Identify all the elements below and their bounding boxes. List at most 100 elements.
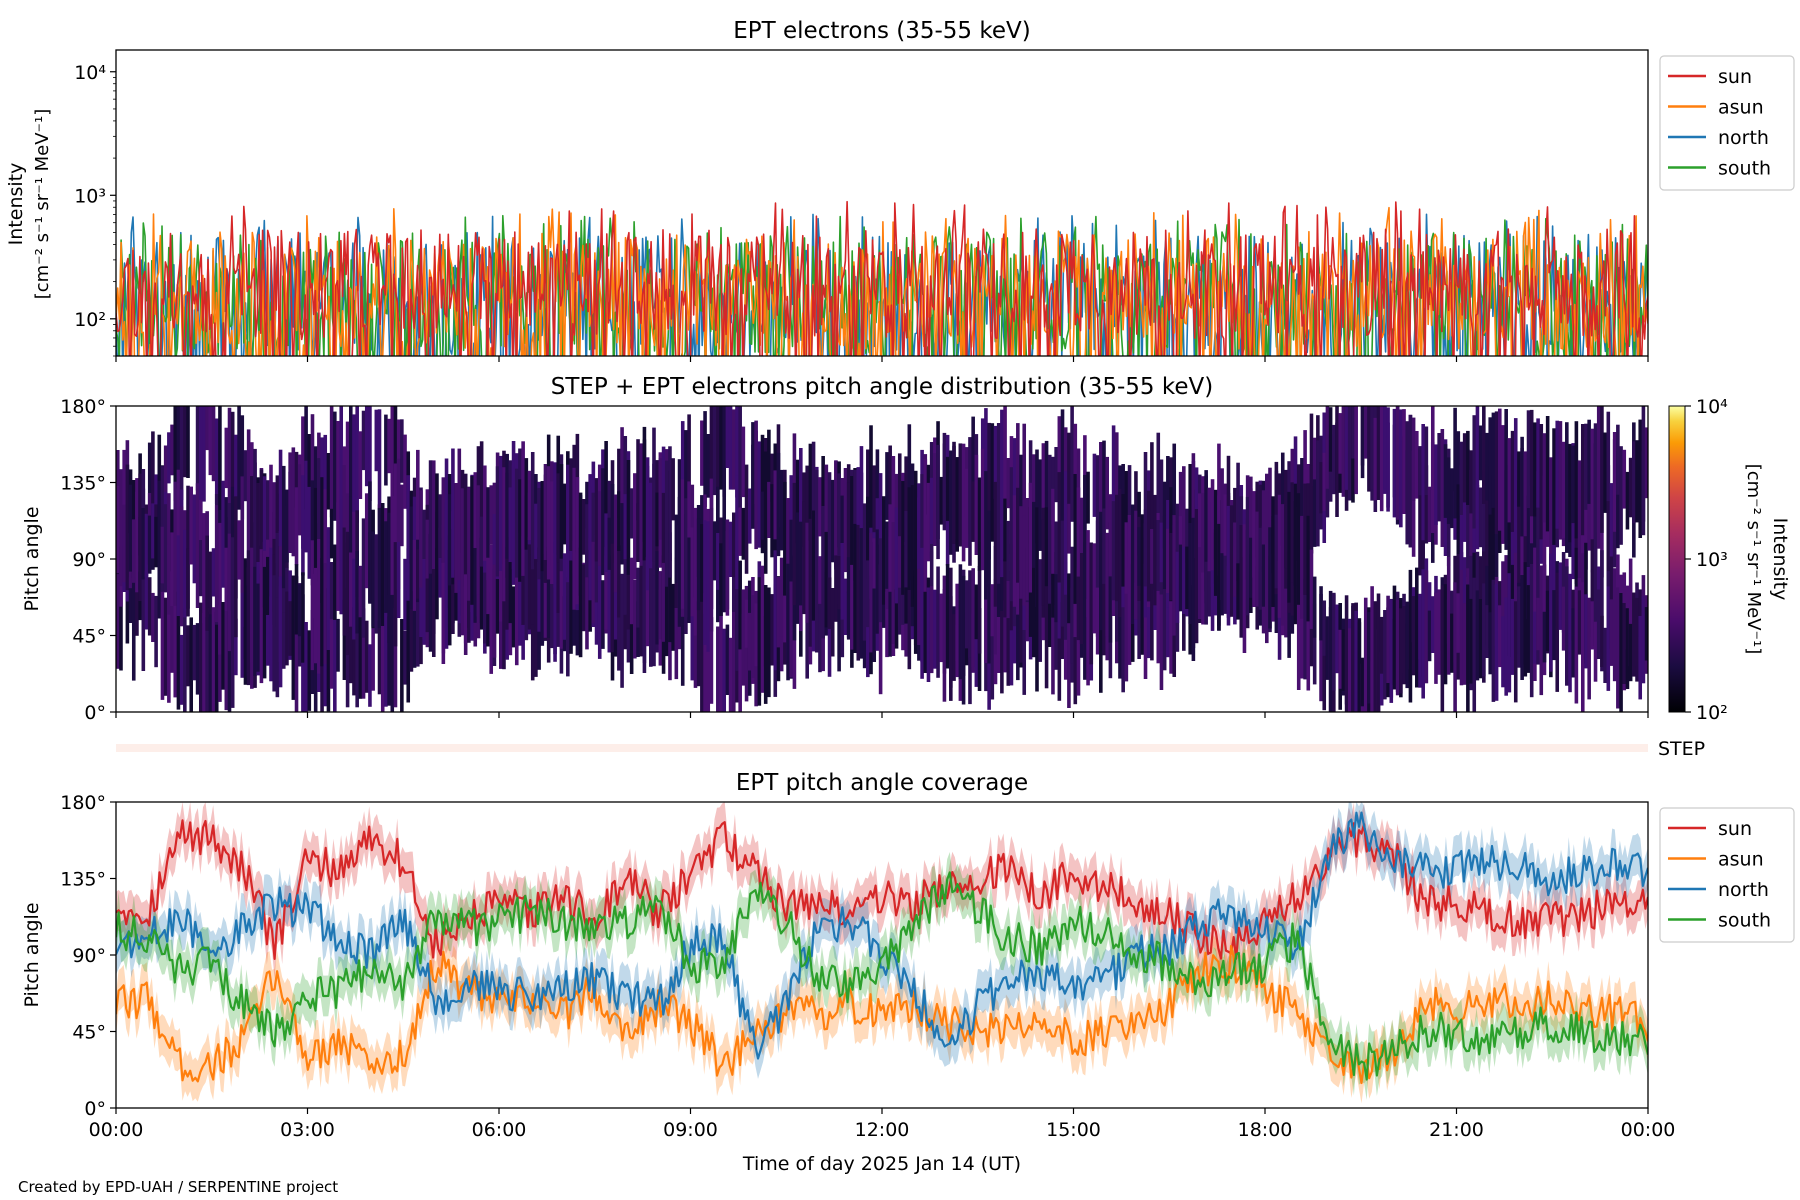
panel1-legend: sun asun north south [1659, 55, 1795, 191]
pad-cell [1386, 595, 1390, 683]
pad-cell [680, 571, 685, 686]
pad-cell [1169, 533, 1173, 601]
pad-cell [1319, 462, 1323, 514]
pad-cell [256, 583, 261, 672]
pad-cell [1073, 474, 1078, 604]
pad-cell [1271, 516, 1275, 607]
x-tick-label: 03:00 [280, 1119, 335, 1141]
pad-cell [128, 484, 133, 572]
pad-cell [642, 439, 647, 561]
pad-cell [888, 445, 892, 527]
pad-cell [214, 505, 219, 623]
pad-cell [1293, 483, 1298, 586]
pad-cell [1561, 586, 1566, 651]
pad-cell [1159, 522, 1164, 583]
pad-cell [859, 472, 864, 569]
pad-cell [157, 434, 162, 521]
pad-cell [597, 541, 602, 659]
pad-cell [224, 497, 229, 575]
pad-cell [910, 485, 915, 607]
pad-cell [537, 562, 541, 632]
pad-cell [773, 550, 778, 671]
y-tick-label: 10² [74, 309, 106, 331]
pad-cell [438, 527, 442, 598]
pad-cell [754, 420, 758, 550]
pad-cell [993, 425, 998, 499]
pad-cell [1453, 582, 1457, 712]
pad-cell [1494, 411, 1499, 535]
pad-cell [968, 579, 972, 658]
pad-cell [1402, 409, 1406, 514]
pad-cell [1539, 424, 1544, 540]
pad-cell [977, 565, 982, 654]
pad-cell [1488, 612, 1493, 675]
pad-cell [1332, 592, 1336, 691]
pad-cell [687, 414, 691, 528]
pad-cell [1453, 407, 1457, 519]
pad-cell [725, 624, 730, 695]
pad-cell [977, 477, 982, 571]
pad-cell [719, 406, 723, 490]
pad-cell [1000, 560, 1004, 611]
pad-cell [1249, 488, 1253, 552]
pad-cell [805, 522, 809, 623]
pad-cell [364, 620, 369, 693]
pad-cell [578, 547, 583, 658]
pad-cell [744, 464, 749, 574]
pad-cell [1083, 589, 1087, 680]
pad-cell [1574, 421, 1579, 539]
pad-cell [1207, 487, 1212, 572]
pad-cell [1188, 464, 1192, 579]
pad-cell [1571, 445, 1575, 524]
pad-cell [952, 441, 956, 544]
pad-cell [227, 533, 232, 652]
pad-cell [773, 470, 778, 540]
pad-cell [1012, 438, 1017, 545]
pad-cell [585, 504, 589, 578]
pad-cell [1628, 457, 1633, 518]
pad-cell [1501, 561, 1505, 629]
pad-cell [176, 406, 181, 489]
pad-cell [230, 537, 235, 640]
pad-cell [534, 547, 538, 677]
pad-cell [1367, 612, 1371, 704]
pad-cell [1306, 564, 1311, 691]
pad-cell [933, 589, 937, 669]
pad-cell [840, 495, 845, 551]
pad-cell [652, 427, 656, 562]
pad-cell [1478, 599, 1483, 679]
pad-cell [246, 550, 251, 686]
pad-cell [1137, 547, 1141, 659]
pad-cell [454, 483, 458, 593]
pad-cell [1399, 608, 1403, 694]
pad-cell [553, 541, 557, 662]
pad-cell [1156, 432, 1161, 566]
pad-cell [827, 472, 832, 604]
pad-cell [1568, 573, 1572, 693]
pad-cell [234, 496, 238, 599]
pad-cell [805, 465, 809, 555]
pad-cell [151, 431, 155, 549]
pad-cell [1536, 418, 1540, 508]
pad-cell [856, 498, 861, 548]
pad-cell [1121, 464, 1125, 515]
pad-cell [757, 577, 762, 706]
pad-cell [642, 548, 647, 673]
pad-cell [738, 560, 742, 650]
intensity-series-lines [116, 200, 1648, 356]
pad-cell [990, 592, 995, 700]
panel-coverage: EPT pitch angle coverage 0° 45° 90° 135° 180… [21, 770, 1795, 1175]
pad-cell [380, 515, 385, 626]
pad-cell [1571, 608, 1575, 678]
x-tick-label: 18:00 [1238, 1119, 1293, 1141]
pad-cell [514, 468, 519, 578]
coverage-band-sun [116, 802, 1648, 980]
pad-cell [1456, 593, 1461, 653]
pad-cell [945, 456, 950, 521]
pad-cell [489, 545, 494, 674]
pad-cell [610, 484, 615, 544]
pad-cell [1197, 493, 1202, 551]
pad-cell [250, 476, 254, 563]
pad-cell [1418, 446, 1422, 496]
pad-cell [1019, 454, 1023, 539]
